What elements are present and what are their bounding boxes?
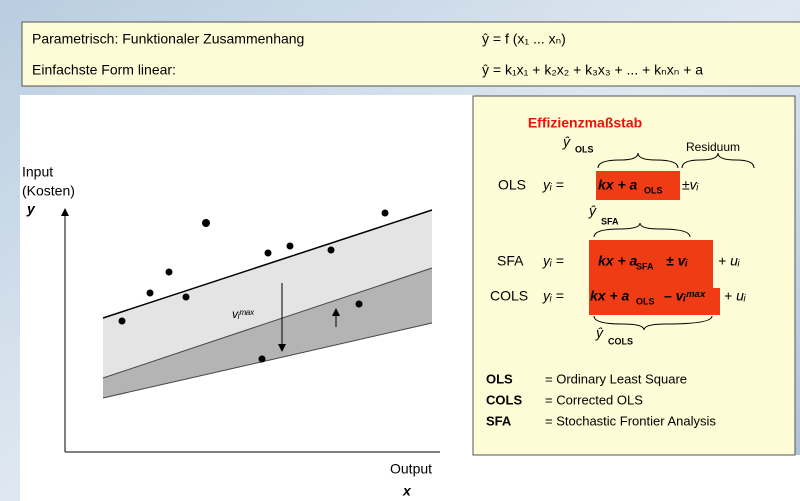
header-label: Parametrisch: Funktionaler Zusammenhang [32,31,304,47]
row-rest: ±vᵢ [682,177,699,193]
row-name: COLS [490,288,528,304]
header-box [21,21,800,87]
header-formula: ŷ = f (x₁ ... xₙ) [482,31,566,47]
legend: OLS = Ordinary Least Square COLS = Correcte… [486,371,716,428]
row-lhs: yᵢ = [542,288,564,304]
estimate-sub: OLS [575,144,594,154]
legend-abbr: SFA [486,413,512,428]
y-axis-label: (Kosten) [22,183,75,199]
brace [593,315,713,331]
row-name: SFA [497,253,524,269]
brace [681,152,755,169]
row-rest: – vᵢᵐᵃˣ [664,288,707,304]
legend-abbr: OLS [486,371,513,386]
arrow-label: vᵢᵐᵃˣ [232,307,255,321]
estimate-symbol: ŷ [595,325,604,341]
points [118,209,389,363]
highlight [589,288,720,315]
row-tail: + uᵢ [718,253,740,269]
highlight [596,171,680,200]
row-lhs: yᵢ = [542,253,564,269]
panel-title: Effizienzmaßstab [528,115,642,131]
highlight [589,240,713,290]
legend-abbr: COLS [486,392,522,407]
mid-line [102,267,433,379]
brace [597,152,679,169]
estimate-sub: COLS [608,336,633,346]
x-axis-symbol: x [402,483,412,499]
frontier-line [102,209,433,319]
legend-text: = Stochastic Frontier Analysis [545,413,716,428]
row-tail: + uᵢ [724,288,746,304]
header-label: Einfachste Form linear: [32,62,176,78]
band-light [103,210,432,378]
row-sub: OLS [636,296,655,306]
row-sub: SFA [636,261,654,271]
header-formula: ŷ = k₁x₁ + k₂x₂ + k₃x₃ + ... + kₙxₙ + a [482,62,703,78]
row-name: OLS [498,177,526,193]
panel-bg [475,455,800,501]
row-lhs: yᵢ = [542,177,564,193]
band-dark [103,268,432,398]
row-core: kx + a [598,177,638,193]
lower-line [102,322,433,399]
row-core: kx + a [590,288,630,304]
estimate-symbol: ŷ [562,134,571,150]
row-core: kx + a [598,253,638,269]
legend-text: = Corrected OLS [545,392,643,407]
row-sub: OLS [644,185,663,195]
estimate-symbol: ŷ [588,203,597,219]
x-axis-label: Output [390,461,432,477]
row-rest: ± vᵢ [666,253,688,269]
estimate-sub: SFA [601,216,619,226]
y-axis-symbol: y [26,201,36,217]
y-axis-label: Input [22,164,53,180]
residual-label: Residuum [686,140,740,154]
brace [593,222,691,238]
legend-text: = Ordinary Least Square [545,371,687,386]
